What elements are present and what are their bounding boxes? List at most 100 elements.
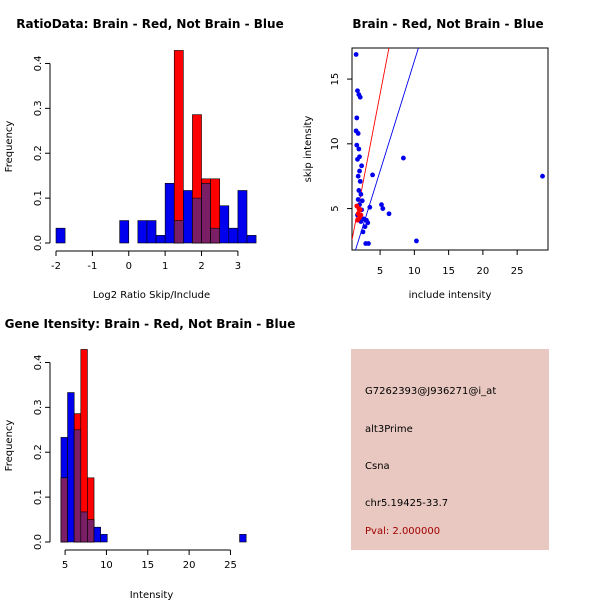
ratio-y-tick-label: 0.1 [33,190,44,206]
scatter-point-not-brain [355,173,361,179]
scatter-y-tick-label: 15 [330,73,341,86]
event-type-text: alt3Prime [365,424,413,435]
scatter-point-not-brain [354,115,360,121]
ratio-y-tick-label: 0.2 [33,145,44,161]
scatter-point-not-brain [400,155,406,161]
probe-id-text: G7262393@J936271@i_at [365,386,497,397]
ratio-bar-not-brain [137,220,148,244]
ratio-bar-not-brain [146,220,157,244]
ratio-bar-not-brain [119,220,130,244]
intensity-y-tick-label: 0.3 [33,399,44,415]
scatter-plot-box [351,47,549,251]
scatter-point-not-brain [357,178,363,184]
scatter-point-brain [355,217,360,223]
scatter-x-tick-label: 15 [442,266,455,277]
ratio-y-tick-label: 0.4 [33,56,44,72]
intensity-x-tick-label: 5 [62,560,68,571]
intensity-bar-not-brain [239,534,247,543]
scatter-point-not-brain [356,188,362,193]
ratio-title: RatioData: Brain - Red, Not Brain - Blue [16,17,283,31]
ratio-x-tick-label: -2 [51,261,61,272]
scatter-y-axis-label: skip intensity [303,116,314,183]
scatter-point-not-brain [414,238,419,244]
scatter-point-not-brain [370,172,375,178]
intensity-bar-overlap [73,429,82,543]
ratio-x-axis-label: Log2 Ratio Skip/Include [93,290,210,301]
ratio-bar-overlap [173,220,184,244]
intensity-y-tick-label: 0.4 [33,355,44,371]
intensity-bar-not-brain [93,526,101,543]
intensity-x-tick-label: 10 [100,560,113,571]
intensity-bar-not-brain [67,392,75,543]
scatter-point-not-brain [357,168,362,174]
scatter-point-not-brain [379,202,384,208]
gene-info-panel: G7262393@J936271@i_at alt3Prime Csna chr… [351,349,549,550]
scatter-point-not-brain [360,229,366,235]
intensity-x-tick-label: 15 [141,560,154,571]
scatter-point-not-brain [366,241,371,246]
scatter-y-tick-label: 5 [330,205,341,211]
scatter-point-not-brain [357,154,362,160]
scatter-point-not-brain [355,131,361,136]
intensity-title: Gene Itensity: Brain - Red, Not Brain - … [5,317,296,331]
scatter-point-not-brain [357,94,363,100]
chromosome-location-text: chr5.19425-33.7 [365,498,449,509]
ratio-x-tick-label: 2 [198,261,204,272]
ratio-bar-overlap [210,227,221,244]
scatter-point-not-brain [353,52,359,57]
scatter-x-tick-label: 20 [477,266,490,277]
pval-text: Pval: 2.000000 [365,526,441,537]
ratio-bar-brain [173,50,184,244]
intensity-x-tick-label: 25 [224,560,237,571]
scatter-x-tick-label: 25 [511,266,524,277]
scatter-point-not-brain [356,146,362,152]
ratio-y-tick-label: 0.3 [33,100,44,116]
intensity-bar-overlap [87,519,95,543]
gene-symbol-text: Csna [365,461,390,472]
scatter-point-brain [357,207,363,213]
ratio-y-tick-label: 0.0 [33,235,44,251]
intensity-y-tick-label: 0.2 [33,444,44,460]
ratio-bar-not-brain [155,235,166,244]
scatter-point-not-brain [359,198,365,204]
intensity-bar-overlap [80,511,88,543]
intensity-bar-not-brain [100,534,108,543]
ratio-x-tick-label: 3 [235,261,241,272]
scatter-point-not-brain [365,220,371,226]
scatter-title: Brain - Red, Not Brain - Blue [352,17,543,31]
intensity-y-tick-label: 0.0 [33,534,44,550]
ratio-bar-overlap [201,183,211,244]
intensity-bar-overlap [60,477,68,543]
ratio-bar-not-brain [219,205,230,244]
scatter-y-tick-label: 10 [330,137,341,150]
intensity-y-axis-label: Frequency [4,420,15,472]
intensity-y-tick-label: 0.1 [33,489,44,505]
ratio-bar-not-brain [183,190,193,244]
ratio-x-tick-label: -1 [87,261,97,272]
scatter-fit-line-red [352,48,390,241]
scatter-x-axis-label: include intensity [409,290,492,301]
scatter-x-tick-label: 10 [408,266,421,277]
ratio-bar-not-brain [164,183,175,244]
scatter-point-not-brain [354,142,360,148]
scatter-point-not-brain [355,197,361,202]
scatter-point-not-brain [367,204,373,210]
ratio-y-axis-label: Frequency [4,121,15,173]
scatter-point-not-brain [355,88,360,94]
ratio-bar-not-brain [55,227,66,244]
scatter-fit-line-blue [355,48,419,250]
ratio-x-tick-label: 1 [162,261,168,272]
scatter-point-not-brain [358,191,364,197]
scatter-point-not-brain [386,211,392,217]
ratio-bar-not-brain [246,235,257,244]
ratio-bar-not-brain [237,190,248,244]
intensity-x-tick-label: 20 [183,560,196,571]
intensity-x-axis-label: Intensity [130,590,174,600]
scatter-point-not-brain [380,206,386,211]
ratio-bar-not-brain [228,227,239,244]
scatter-x-tick-label: 5 [377,266,383,277]
scatter-point-not-brain [362,224,368,230]
ratio-x-tick-label: 0 [126,261,132,272]
scatter-point-not-brain [359,163,364,169]
